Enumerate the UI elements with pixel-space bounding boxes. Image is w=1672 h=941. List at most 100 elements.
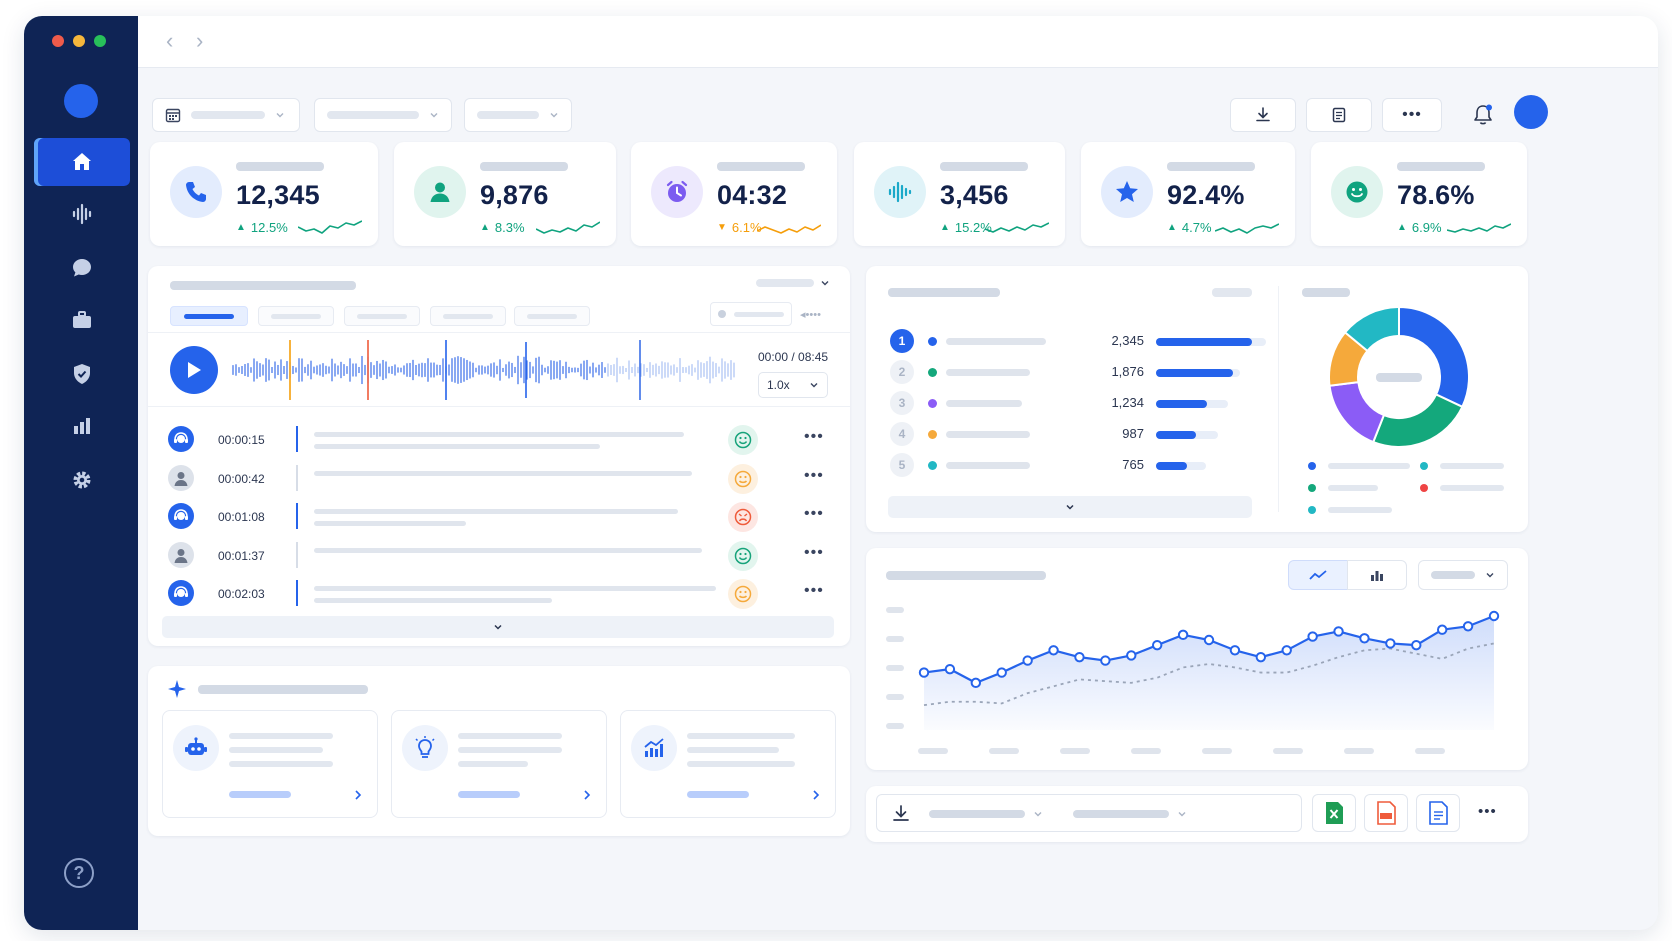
chevron-down-icon <box>276 113 284 118</box>
report-button[interactable] <box>1306 98 1372 132</box>
user-avatar[interactable] <box>1514 95 1548 129</box>
export-pdf-button[interactable] <box>1364 794 1408 832</box>
transcript-row[interactable]: 00:01:37 ••• <box>168 536 828 576</box>
kpi-card[interactable]: 92.4% ▲ 4.7% <box>1081 142 1295 246</box>
kpi-card[interactable]: 04:32 ▼ 6.1% <box>631 142 837 246</box>
data-point[interactable] <box>1100 655 1111 666</box>
donut-slice[interactable] <box>1343 305 1400 353</box>
data-point[interactable] <box>1385 638 1396 649</box>
date-range-select[interactable] <box>152 98 300 132</box>
data-point[interactable] <box>1462 621 1474 632</box>
data-point[interactable] <box>1411 639 1422 651</box>
tab-summary[interactable] <box>258 306 334 326</box>
ranking-row[interactable]: 4 987 <box>890 421 1260 447</box>
workspace-avatar[interactable] <box>64 84 98 118</box>
row-more-button[interactable]: ••• <box>804 466 824 484</box>
period-select[interactable] <box>1418 560 1508 590</box>
suggestion-card-insight[interactable] <box>391 710 607 818</box>
export-excel-button[interactable] <box>1312 794 1356 832</box>
row-more-button[interactable]: ••• <box>804 428 824 445</box>
speed-select[interactable]: 1.0x <box>758 372 828 398</box>
data-point[interactable] <box>996 667 1007 678</box>
bell-icon[interactable] <box>1470 102 1496 128</box>
sidebar-item-home[interactable] <box>34 138 130 186</box>
data-point[interactable] <box>1074 651 1085 663</box>
export-doc-button[interactable] <box>1416 794 1460 832</box>
suggestion-card-growth[interactable] <box>620 710 836 818</box>
chevron-down-icon <box>430 113 438 118</box>
transcript-timestamp: 00:00:15 <box>218 433 265 447</box>
kpi-card[interactable]: 9,876 ▲ 8.3% <box>394 142 616 246</box>
queue-select[interactable] <box>314 98 452 132</box>
kpi-card[interactable]: 78.6% ▲ 6.9% <box>1311 142 1527 246</box>
forward-button[interactable]: › <box>196 28 204 53</box>
channel-toggle[interactable] <box>710 302 792 326</box>
tab-topics[interactable] <box>430 306 506 326</box>
export-more-button[interactable]: ••• <box>1478 803 1497 820</box>
row-more-button[interactable]: ••• <box>804 582 824 599</box>
tab-notes[interactable] <box>514 306 590 326</box>
transcript-row[interactable]: 00:00:42 ••• <box>168 459 828 499</box>
suggestion-card-bot[interactable] <box>162 710 378 818</box>
row-more-button[interactable]: ••• <box>804 505 824 522</box>
help-button[interactable]: ? <box>64 858 94 888</box>
chevron-right-icon <box>355 790 362 800</box>
sidebar-item-security[interactable] <box>34 350 130 398</box>
data-point[interactable] <box>1281 645 1292 656</box>
volume-icon[interactable]: ◂•••• <box>800 309 821 321</box>
ranking-row[interactable]: 5 765 <box>890 452 1260 478</box>
play-button[interactable] <box>170 346 218 394</box>
minimize-window-button[interactable] <box>73 35 85 47</box>
data-point[interactable] <box>970 677 982 689</box>
tab-keywords[interactable] <box>344 306 420 326</box>
data-point[interactable] <box>918 667 930 678</box>
data-point[interactable] <box>1229 645 1241 656</box>
ranking-row[interactable]: 2 1,876 <box>890 359 1260 385</box>
range-select[interactable] <box>1073 809 1187 819</box>
data-point[interactable] <box>1203 634 1215 646</box>
transcript-row[interactable]: 00:01:08 ••• <box>168 497 828 537</box>
row-more-button[interactable]: ••• <box>804 543 824 561</box>
maximize-window-button[interactable] <box>94 35 106 47</box>
kpi-card[interactable]: 12,345 ▲ 12.5% <box>150 142 378 246</box>
data-point[interactable] <box>1022 655 1033 666</box>
data-point[interactable] <box>1488 610 1500 622</box>
donut-slice[interactable] <box>1371 393 1464 448</box>
download-icon[interactable] <box>891 804 911 824</box>
kpi-card[interactable]: 3,456 ▲ 15.2% <box>854 142 1065 246</box>
sidebar-item-messages[interactable] <box>34 244 130 292</box>
data-point[interactable] <box>1048 645 1059 656</box>
expand-ranking-button[interactable] <box>888 496 1252 518</box>
expand-transcript-button[interactable] <box>162 616 834 638</box>
ranking-row[interactable]: 3 1,234 <box>890 390 1260 416</box>
data-point[interactable] <box>1177 629 1189 641</box>
data-point[interactable] <box>1126 650 1137 661</box>
audio-waveform[interactable] <box>232 340 738 400</box>
data-point[interactable] <box>1436 624 1448 635</box>
donut-slice[interactable] <box>1328 381 1386 444</box>
more-options-button[interactable]: ••• <box>1382 98 1442 132</box>
download-button[interactable] <box>1230 98 1296 132</box>
trend-arrow-icon: ▲ <box>1167 222 1177 233</box>
sidebar-item-settings[interactable] <box>34 456 130 504</box>
sidebar-item-audio[interactable] <box>34 190 130 238</box>
back-button[interactable]: ‹ <box>166 28 174 53</box>
data-point[interactable] <box>1333 626 1344 637</box>
data-point[interactable] <box>944 663 956 675</box>
close-window-button[interactable] <box>52 35 64 47</box>
transcript-row[interactable]: 00:02:03 ••• <box>168 574 828 614</box>
data-point[interactable] <box>1255 651 1267 663</box>
data-point[interactable] <box>1359 633 1370 644</box>
bar-view-toggle[interactable] <box>1347 560 1407 590</box>
data-point[interactable] <box>1307 631 1318 642</box>
donut-slice[interactable] <box>1398 305 1470 409</box>
transcript-row[interactable]: 00:00:15 ••• <box>168 420 828 460</box>
data-point[interactable] <box>1151 639 1163 651</box>
view-select[interactable] <box>756 278 830 288</box>
sidebar-item-cases[interactable] <box>34 296 130 344</box>
tab-transcript[interactable] <box>170 306 248 326</box>
format-select[interactable] <box>929 809 1043 819</box>
agent-select[interactable] <box>464 98 572 132</box>
ranking-row[interactable]: 1 2,345 <box>890 328 1266 354</box>
sidebar-item-reports[interactable] <box>34 402 130 450</box>
